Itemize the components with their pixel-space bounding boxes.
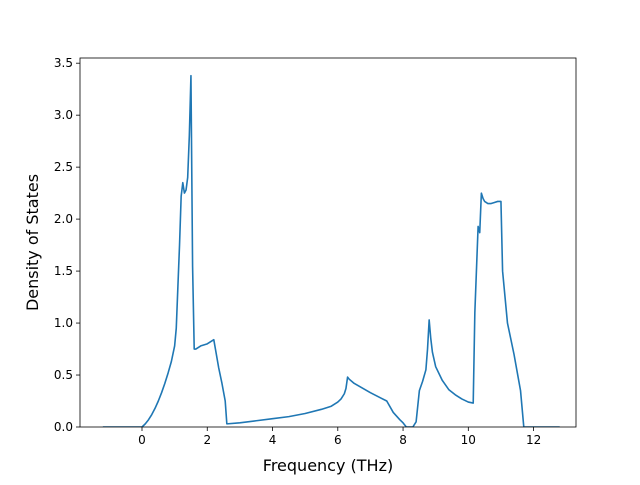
x-tick-label: 12 — [526, 433, 541, 447]
y-tick-label: 3.0 — [54, 108, 73, 122]
dos-series-line — [102, 74, 560, 427]
x-tick-label: 10 — [461, 433, 476, 447]
axes-frame — [79, 57, 577, 428]
y-tick-label: 2.0 — [54, 212, 73, 226]
x-tick-label: 2 — [203, 433, 211, 447]
y-tick-label: 0.0 — [54, 420, 73, 434]
x-tick-label: 0 — [138, 433, 146, 447]
y-tick-label: 2.5 — [54, 160, 73, 174]
y-tick-label: 1.5 — [54, 264, 73, 278]
x-tick-label: 4 — [269, 433, 277, 447]
x-tick-label: 8 — [399, 433, 407, 447]
x-axis-ticks: 0 2 4 6 8 10 12 — [138, 427, 541, 447]
x-axis-label: Frequency (THz) — [263, 456, 393, 475]
y-axis-label: Density of States — [23, 174, 42, 311]
y-tick-label: 3.5 — [54, 56, 73, 70]
y-tick-label: 0.5 — [54, 368, 73, 382]
y-tick-label: 1.0 — [54, 316, 73, 330]
plot-area — [102, 74, 560, 427]
y-axis-ticks: 0.0 0.5 1.0 1.5 2.0 2.5 3.0 3.5 — [54, 56, 80, 434]
x-tick-label: 6 — [334, 433, 342, 447]
